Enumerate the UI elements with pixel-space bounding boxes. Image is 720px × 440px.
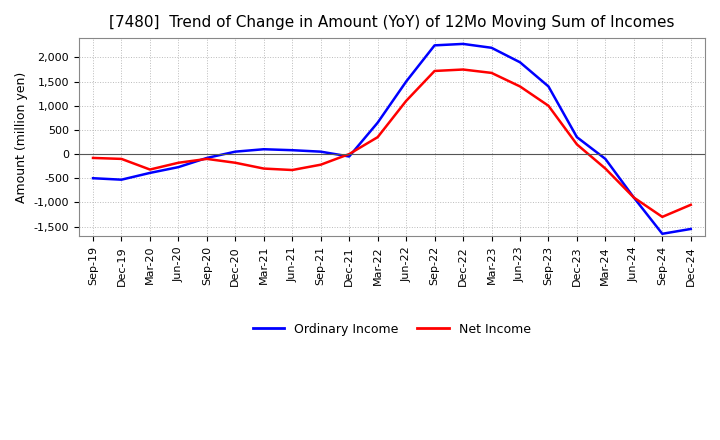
Net Income (316, 162, 325, 167)
Net Income (145, 167, 154, 172)
Net Income (374, 135, 382, 140)
Ordinary Income (202, 155, 211, 161)
Ordinary Income (601, 156, 610, 161)
Line: Ordinary Income: Ordinary Income (93, 44, 690, 234)
Net Income (202, 156, 211, 161)
Net Income (402, 98, 410, 103)
Net Income (658, 214, 667, 220)
Net Income (117, 156, 126, 161)
Ordinary Income (345, 154, 354, 159)
Net Income (629, 195, 638, 200)
Line: Net Income: Net Income (93, 70, 690, 217)
Ordinary Income (658, 231, 667, 236)
Ordinary Income (572, 135, 581, 140)
Net Income (516, 84, 524, 89)
Net Income (572, 142, 581, 147)
Net Income (231, 160, 240, 165)
Net Income (459, 67, 467, 72)
Ordinary Income (231, 149, 240, 154)
Net Income (288, 167, 297, 172)
Ordinary Income (629, 195, 638, 200)
Legend: Ordinary Income, Net Income: Ordinary Income, Net Income (248, 318, 536, 341)
Ordinary Income (516, 60, 524, 65)
Net Income (601, 166, 610, 171)
Net Income (345, 151, 354, 157)
Title: [7480]  Trend of Change in Amount (YoY) of 12Mo Moving Sum of Incomes: [7480] Trend of Change in Amount (YoY) o… (109, 15, 675, 30)
Ordinary Income (259, 147, 268, 152)
Ordinary Income (288, 147, 297, 153)
Net Income (544, 103, 553, 108)
Ordinary Income (431, 43, 439, 48)
Ordinary Income (487, 45, 496, 51)
Y-axis label: Amount (million yen): Amount (million yen) (15, 72, 28, 203)
Net Income (686, 202, 695, 207)
Ordinary Income (402, 79, 410, 84)
Net Income (259, 166, 268, 171)
Ordinary Income (374, 120, 382, 125)
Ordinary Income (145, 170, 154, 176)
Net Income (174, 160, 183, 165)
Ordinary Income (686, 226, 695, 231)
Net Income (89, 155, 97, 161)
Ordinary Income (544, 84, 553, 89)
Ordinary Income (316, 149, 325, 154)
Net Income (431, 68, 439, 73)
Ordinary Income (89, 176, 97, 181)
Ordinary Income (459, 41, 467, 47)
Net Income (487, 70, 496, 76)
Ordinary Income (174, 165, 183, 170)
Ordinary Income (117, 177, 126, 182)
